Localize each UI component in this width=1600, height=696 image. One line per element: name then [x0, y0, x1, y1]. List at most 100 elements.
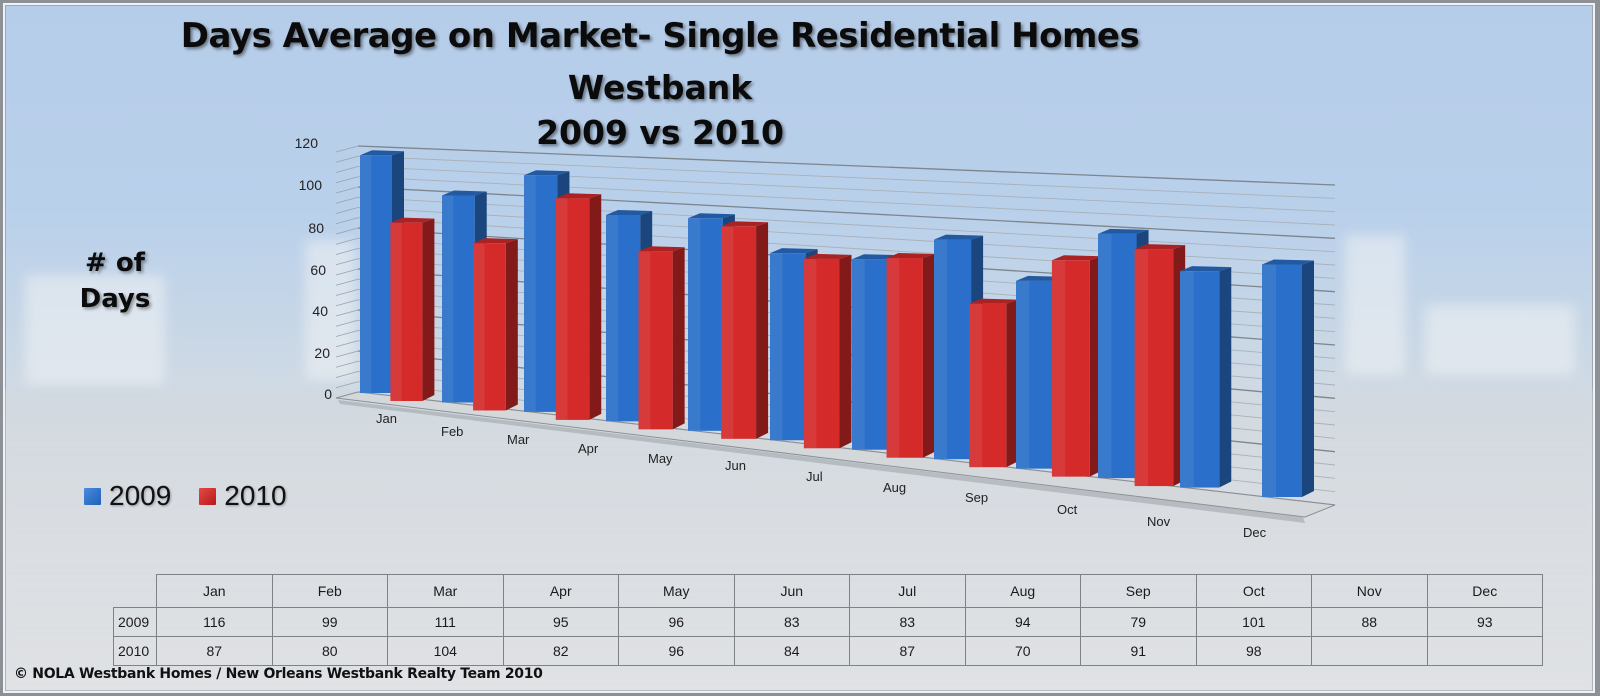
chart-subtitle-years: 2009 vs 2010 — [536, 113, 784, 152]
table-cell: 83 — [733, 607, 850, 637]
chart-title: Days Average on Market- Single Residenti… — [180, 16, 1140, 56]
table-cell: 98 — [1195, 636, 1312, 666]
table-col-header: Dec — [1426, 574, 1543, 608]
bar-2009-oct — [1098, 233, 1137, 479]
table-cell: 99 — [271, 607, 388, 637]
bar-top — [721, 221, 769, 227]
bar-group-aug — [934, 234, 1019, 468]
x-tick-label: Apr — [578, 441, 599, 456]
y-axis-title: # of Days — [79, 248, 151, 314]
table-col-header: Jan — [156, 574, 273, 608]
table-row: 2009 116 99 111 95 96 83 83 94 79 101 88… — [113, 607, 1543, 637]
x-tick-label: Nov — [1147, 514, 1171, 529]
bar-2010-mar — [555, 198, 590, 420]
bar-side — [672, 247, 685, 430]
background-building — [1345, 235, 1405, 375]
bar-2009-apr — [606, 214, 641, 422]
legend-item-2009: 2009 — [84, 480, 171, 512]
data-table: Jan Feb Mar Apr May Jun Jul Aug Sep Oct … — [113, 574, 1543, 666]
bar-2009-jun — [770, 253, 806, 441]
bar-group-oct — [1098, 228, 1186, 487]
legend-swatch-red-icon — [199, 487, 217, 505]
bar-2010-jan — [390, 222, 423, 401]
x-tick-label: Oct — [1057, 502, 1078, 517]
x-tick-label: Jun — [725, 458, 746, 473]
table-cell — [1426, 636, 1543, 666]
x-tick-label: Mar — [507, 432, 530, 447]
table-cell: 82 — [502, 636, 619, 666]
x-tick-label: May — [648, 451, 673, 466]
bar-top — [638, 246, 685, 252]
bar-group-sep — [1016, 255, 1102, 477]
bar-top — [1262, 259, 1314, 265]
y-tick: 40 — [312, 303, 328, 319]
table-cell — [1311, 636, 1428, 666]
table-col-header: May — [618, 574, 735, 608]
x-tick-label: Sep — [965, 490, 988, 505]
table-header-row: Jan Feb Mar Apr May Jun Jul Aug Sep Oct … — [114, 574, 1543, 608]
table-cell: 104 — [387, 636, 504, 666]
bar-top — [886, 253, 935, 259]
table-col-header: Sep — [1080, 574, 1197, 608]
background-building — [1425, 305, 1575, 375]
bar-2009-mar — [524, 175, 558, 412]
bar-side — [839, 254, 852, 449]
legend-swatch-blue-icon — [84, 487, 101, 505]
bar-top — [524, 170, 570, 176]
x-tick-label: Aug — [883, 480, 906, 495]
table-col-header: Jul — [849, 574, 966, 608]
bar-2010-may — [721, 226, 757, 439]
table-cell: 88 — [1311, 607, 1428, 637]
bar-side — [589, 194, 602, 420]
table-cell: 93 — [1426, 607, 1543, 637]
bar-top — [1180, 266, 1232, 272]
bar-side — [1302, 260, 1314, 497]
bar-2009-feb — [442, 195, 475, 403]
bar-top — [360, 150, 404, 156]
table-cell: 79 — [1080, 607, 1197, 637]
x-tick-label: Feb — [441, 424, 463, 439]
bar-top — [1098, 228, 1149, 234]
chart-legend: 2009 2010 — [84, 480, 301, 512]
bar-group-mar — [524, 170, 602, 420]
bar-side — [756, 222, 769, 439]
bar-group-dec — [1262, 259, 1314, 497]
bar-group-feb — [442, 190, 518, 411]
bar-top — [606, 209, 653, 215]
bar-top — [1051, 255, 1102, 261]
bar-2010-feb — [473, 243, 506, 411]
table-col-header: Feb — [271, 574, 388, 608]
bar-top — [934, 234, 984, 240]
chart-subtitle-region: Westbank — [567, 68, 753, 107]
bar-top — [473, 238, 518, 244]
copyright-footer: © NOLA Westbank Homes / New Orleans West… — [14, 666, 543, 682]
bar-2010-apr — [638, 251, 673, 430]
bar-2010-jul — [886, 258, 923, 458]
table-col-header: Nov — [1311, 574, 1428, 608]
table-row: 2010 87 80 104 82 96 84 87 70 91 98 — [113, 636, 1543, 666]
x-tick-label: Jan — [376, 411, 397, 426]
table-row-header: 2010 — [113, 636, 157, 666]
bar-group-may — [688, 213, 769, 439]
bar-group-apr — [606, 209, 685, 430]
table-cell: 116 — [156, 607, 273, 637]
bar-group-jul — [852, 253, 935, 458]
y-tick: 100 — [298, 177, 322, 193]
bar-2009-dec — [1262, 264, 1302, 497]
x-tick-label: Jul — [806, 469, 823, 484]
bar-top — [688, 213, 735, 219]
table-cell: 80 — [271, 636, 388, 666]
bar-side — [1006, 299, 1019, 468]
bar-2009-nov — [1180, 271, 1220, 488]
table-cell: 96 — [618, 636, 735, 666]
table-cell: 111 — [387, 607, 504, 637]
bar-top — [390, 217, 435, 223]
bar-group-jun — [770, 248, 852, 449]
background-building — [25, 275, 165, 385]
bar-2010-jun — [803, 258, 840, 449]
bar-2010-oct — [1134, 249, 1174, 487]
bar-top — [1134, 244, 1186, 250]
table-cell: 70 — [964, 636, 1081, 666]
bar-side — [1219, 267, 1232, 488]
